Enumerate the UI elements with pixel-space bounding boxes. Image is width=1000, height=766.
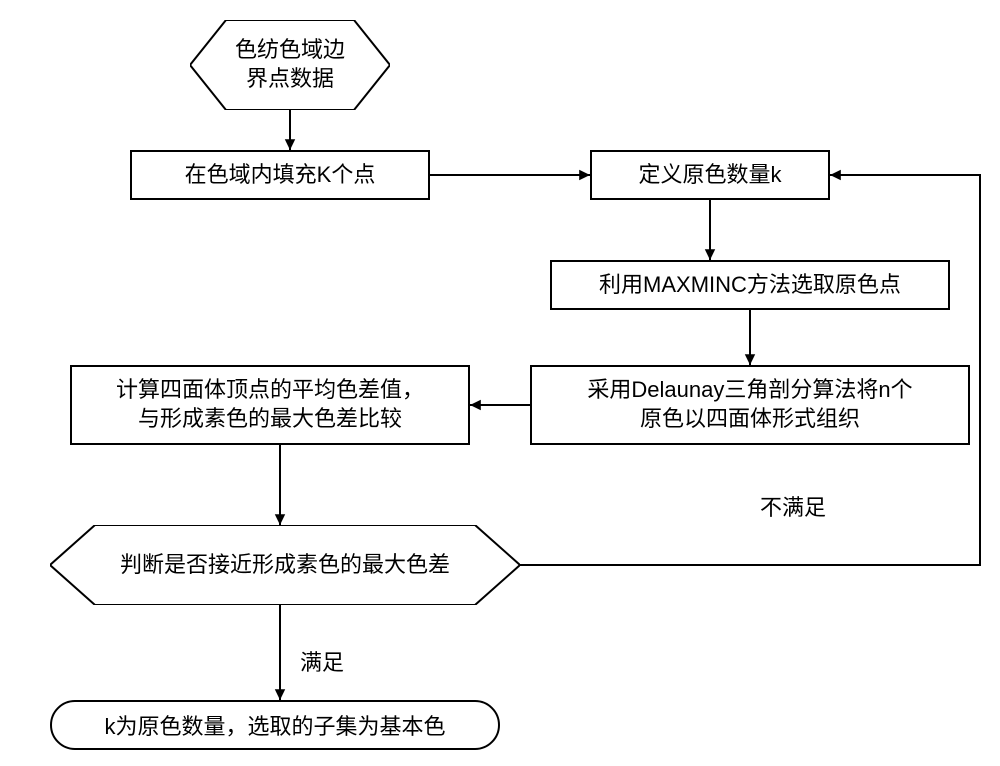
edges-layer [0,0,1000,766]
edge-label-decision-definek: 不满足 [760,490,826,522]
flowchart-canvas: 色纺色域边界点数据在色域内填充K个点定义原色数量k利用MAXMINC方法选取原色… [0,0,1000,766]
edge-label-decision-end: 满足 [300,645,344,677]
